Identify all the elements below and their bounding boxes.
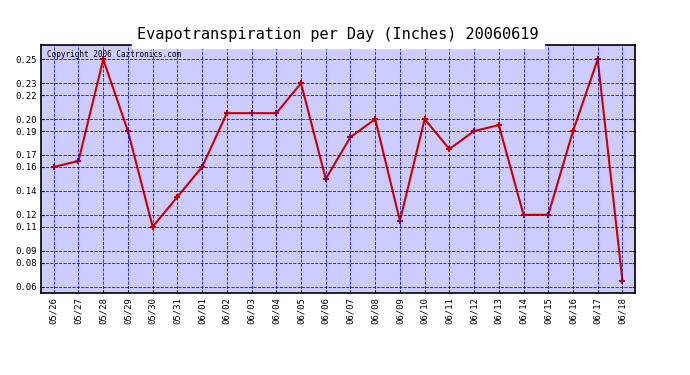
Text: Copyright 2006 Caztronics.com: Copyright 2006 Caztronics.com — [48, 50, 181, 59]
Title: Evapotranspiration per Day (Inches) 20060619: Evapotranspiration per Day (Inches) 2006… — [137, 27, 539, 42]
